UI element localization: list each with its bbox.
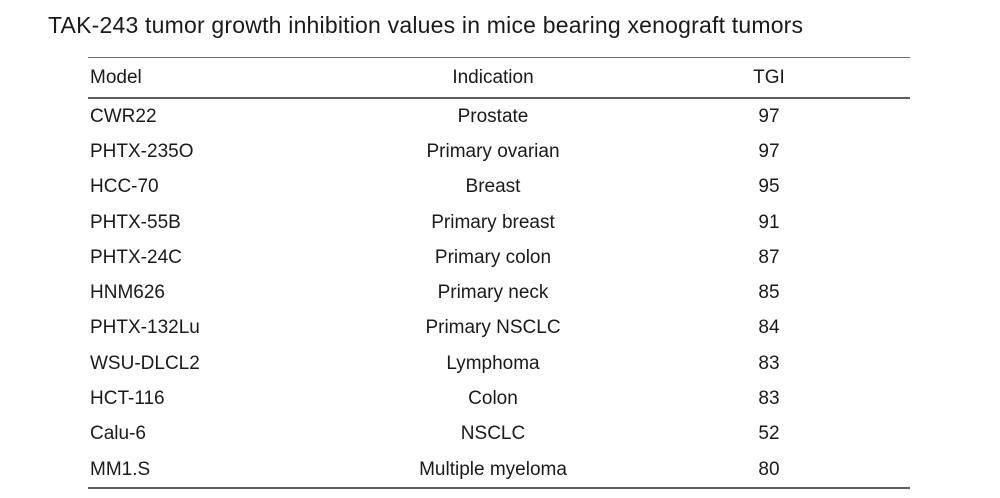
- tgi-table: Model Indication TGI CWR22 Prostate 97 PHTX…: [88, 57, 910, 490]
- model-cell: PHTX-24C: [90, 246, 182, 268]
- tgi-cell: 91: [758, 211, 780, 233]
- tgi-cell: 52: [758, 423, 780, 445]
- table-row: PHTX-24C Primary colon 87: [88, 240, 910, 275]
- model-cell: PHTX-55B: [90, 211, 181, 233]
- model-cell: HCC-70: [90, 176, 159, 198]
- column-header-indication: Indication: [452, 66, 534, 88]
- tgi-cell: 84: [758, 317, 780, 339]
- table-row: PHTX-235O Primary ovarian 97: [88, 134, 910, 169]
- indication-cell: Primary colon: [434, 246, 552, 268]
- table-row: HNM626 Primary neck 85: [88, 275, 910, 310]
- table-row: WSU-DLCL2 Lymphoma 83: [88, 346, 910, 381]
- indication-cell: NSCLC: [460, 423, 526, 445]
- table-row: HCC-70 Breast 95: [88, 170, 910, 205]
- model-cell: WSU-DLCL2: [90, 352, 200, 374]
- tgi-cell: 95: [758, 176, 780, 198]
- column-header-model: Model: [90, 66, 142, 88]
- model-cell: MM1.S: [90, 458, 151, 480]
- indication-cell: Primary neck: [437, 282, 549, 304]
- model-cell: PHTX-132Lu: [90, 317, 200, 339]
- indication-cell: Primary ovarian: [426, 140, 560, 162]
- tgi-cell: 83: [758, 388, 780, 410]
- table-row: PHTX-132Lu Primary NSCLC 84: [88, 311, 910, 346]
- tgi-cell: 87: [758, 246, 780, 268]
- column-header-tgi: TGI: [753, 66, 785, 88]
- model-cell: HCT-116: [90, 388, 165, 410]
- model-cell: HNM626: [90, 282, 165, 304]
- model-cell: Calu-6: [90, 423, 146, 445]
- table-row: CWR22 Prostate 97: [88, 99, 910, 134]
- table-body: CWR22 Prostate 97 PHTX-235O Primary ovarian 9…: [88, 99, 910, 487]
- indication-cell: Colon: [468, 388, 518, 410]
- table-row: MM1.S Multiple myeloma 80: [88, 452, 910, 487]
- indication-cell: Breast: [465, 176, 521, 198]
- tgi-cell: 97: [758, 140, 780, 162]
- table-row: PHTX-55B Primary breast 91: [88, 205, 910, 240]
- tgi-cell: 97: [758, 105, 780, 127]
- table-row: Calu-6 NSCLC 52: [88, 417, 910, 452]
- indication-cell: Primary NSCLC: [425, 317, 561, 339]
- model-cell: PHTX-235O: [90, 140, 194, 162]
- indication-cell: Prostate: [457, 105, 529, 127]
- indication-cell: Primary breast: [431, 211, 555, 233]
- tgi-cell: 85: [758, 282, 780, 304]
- table-header-row: Model Indication TGI: [88, 58, 910, 99]
- figure-title: TAK-243 tumor growth inhibition values i…: [48, 12, 804, 38]
- indication-cell: Lymphoma: [446, 352, 540, 374]
- indication-cell: Multiple myeloma: [419, 458, 567, 480]
- table-row: HCT-116 Colon 83: [88, 381, 910, 416]
- tgi-cell: 83: [758, 352, 780, 374]
- tgi-cell: 80: [758, 458, 780, 480]
- model-cell: CWR22: [90, 105, 157, 127]
